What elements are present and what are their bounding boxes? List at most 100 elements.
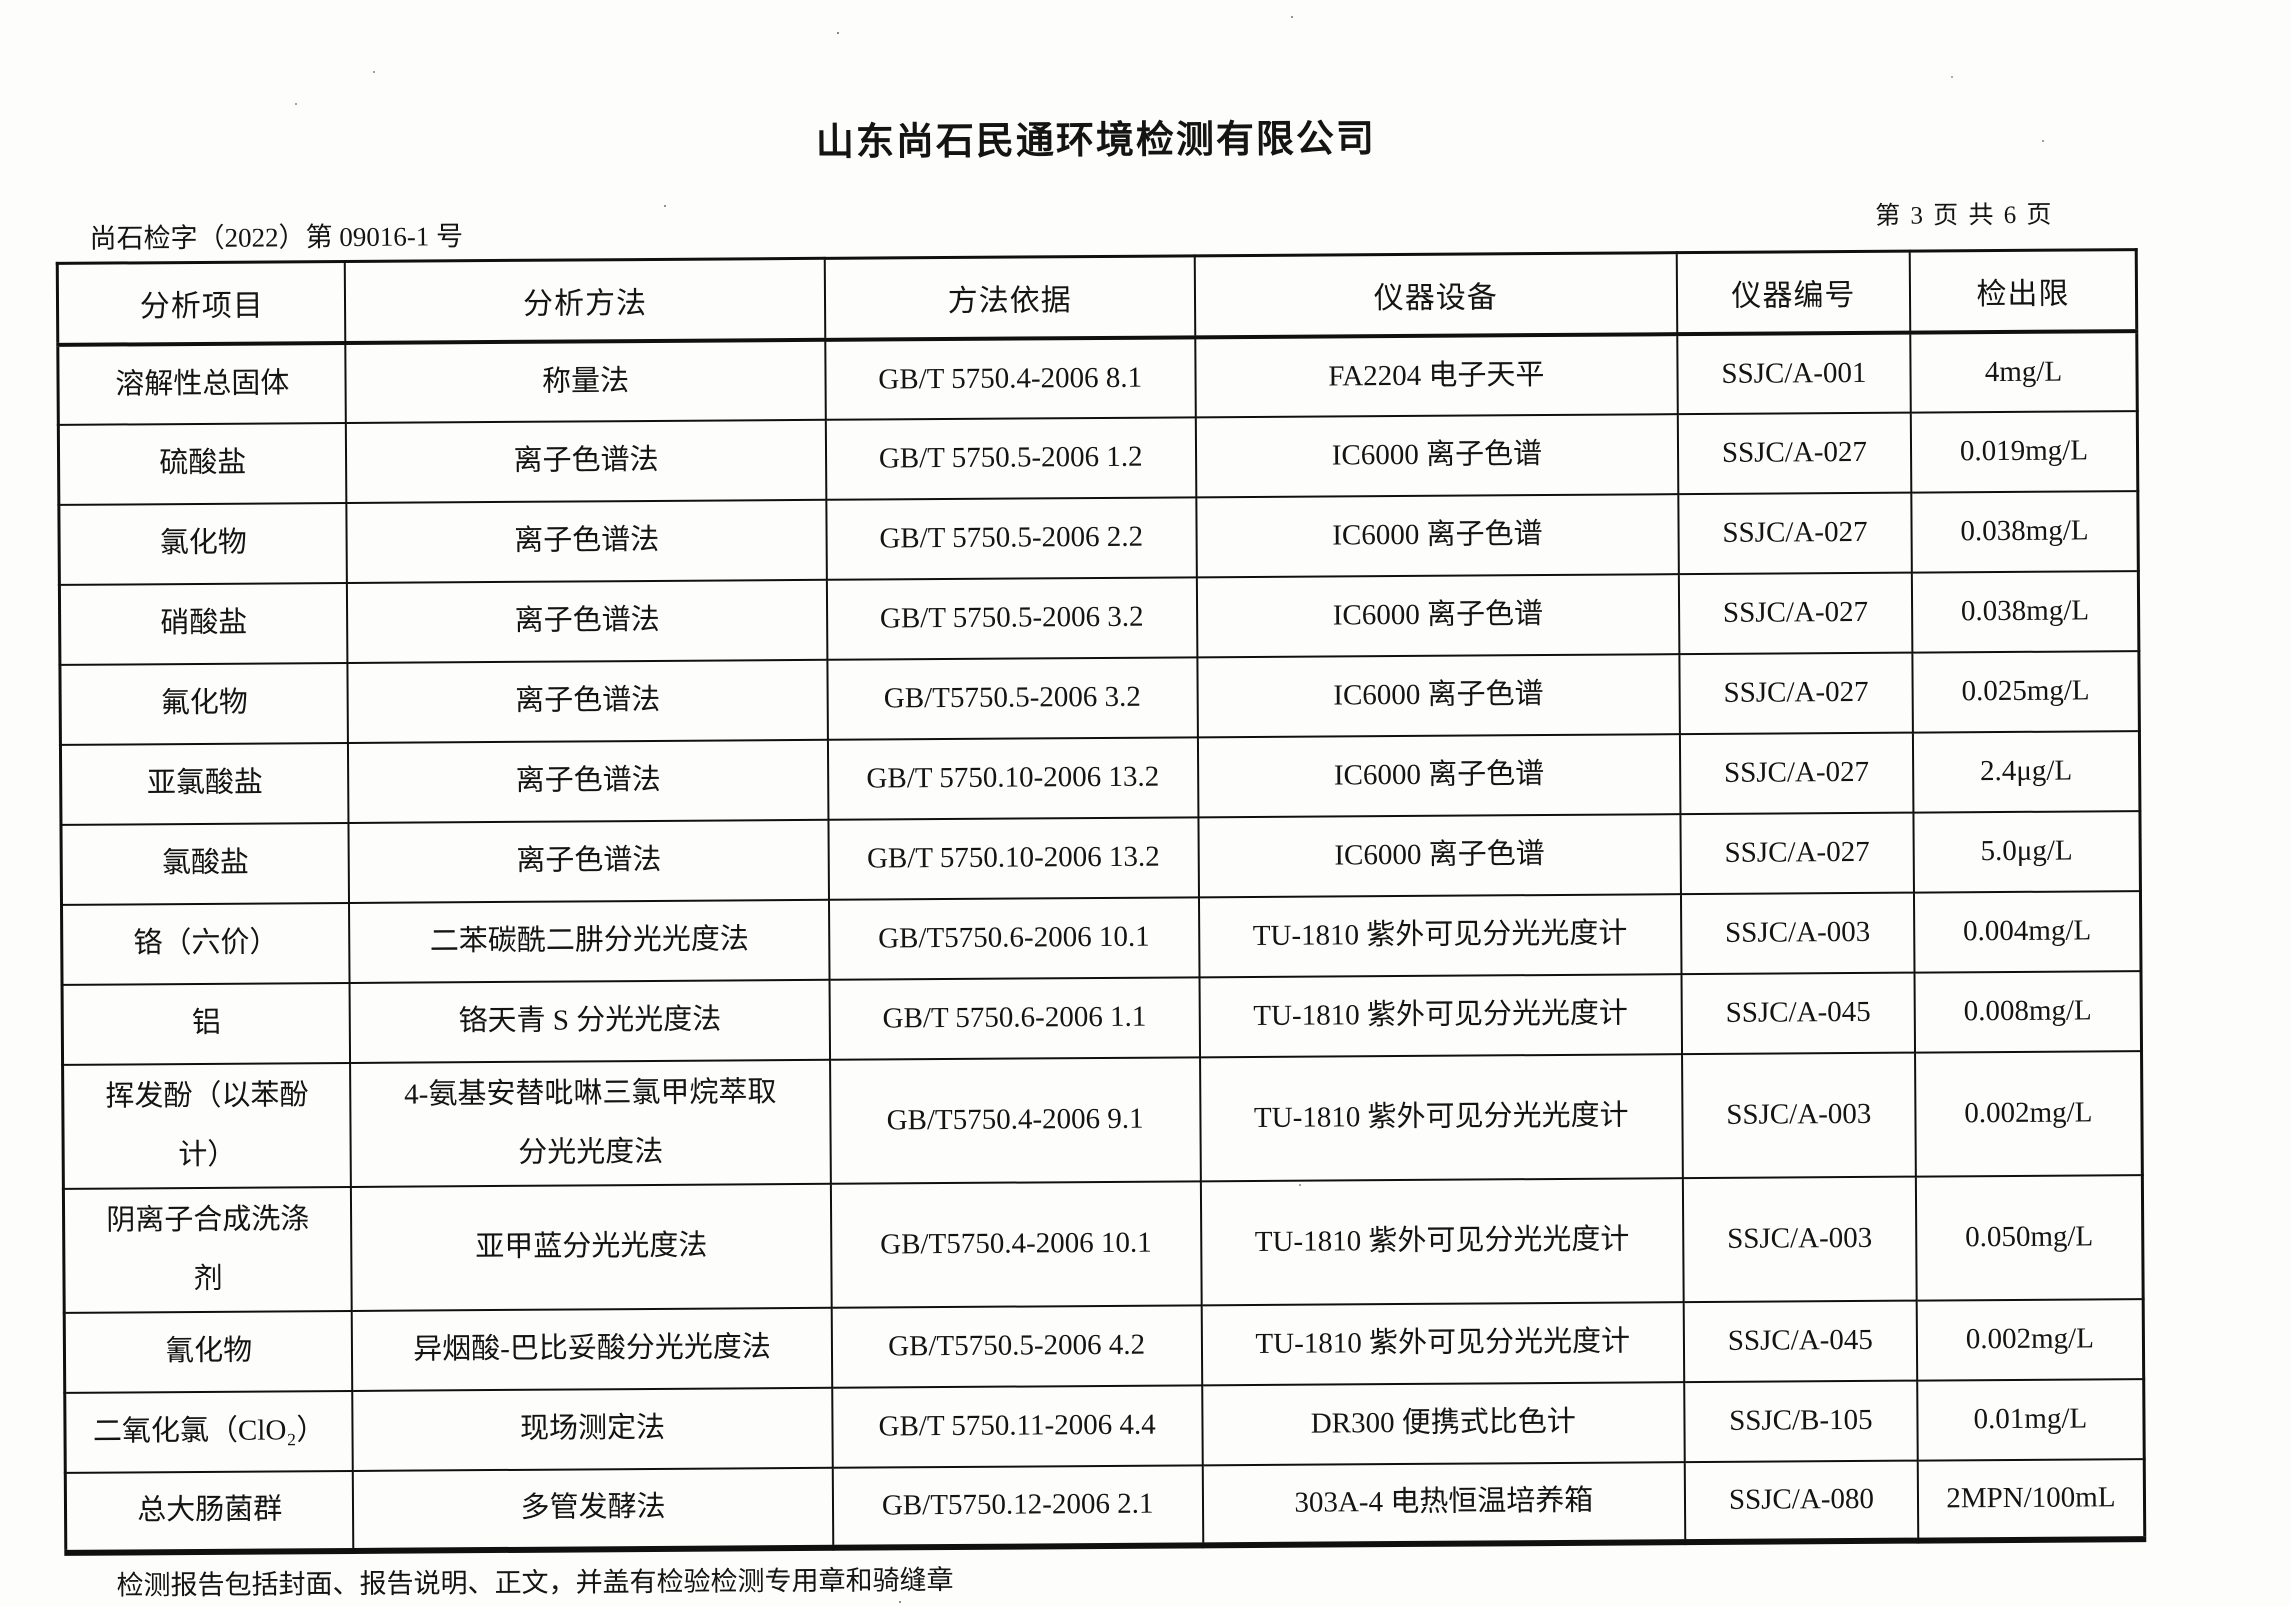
table-cell: 4-氨基安替吡啉三氯甲烷萃取 分光光度法: [350, 1059, 831, 1187]
table-row: 亚氯酸盐 离子色谱法 GB/T 5750.10-2006 13.2 IC6000 离子…: [60, 731, 2140, 825]
methods-table: 分析项目 分析方法 方法依据 仪器设备 仪器编号 检出限 溶解性总固体 称量法 GB/T 57…: [55, 247, 2147, 1556]
table-cell: 离子色谱法: [347, 659, 828, 743]
table-row: 硫酸盐 离子色谱法 GB/T 5750.5-2006 1.2 IC6000 离子色谱 S…: [58, 411, 2138, 505]
table-row: 氯化物 离子色谱法 GB/T 5750.5-2006 2.2 IC6000 离子色谱 S…: [58, 491, 2139, 585]
table-cell: 离子色谱法: [346, 419, 826, 503]
table-cell: SSJC/A-027: [1677, 412, 1912, 495]
table-row: 溶解性总固体 称量法 GB/T 5750.4-2006 8.1 FA2204 电子天平…: [57, 331, 2138, 425]
table-cell: 0.019mg/L: [1910, 411, 2138, 493]
table-cell: GB/T 5750.5-2006 3.2: [826, 577, 1198, 660]
table-row: 氰化物 异烟酸-巴比妥酸分光光度法 GB/T5750.5-2006 4.2 TU-18…: [64, 1299, 2144, 1393]
table-cell: IC6000 离子色谱: [1197, 654, 1680, 738]
table-cell: SSJC/A-027: [1680, 812, 1914, 895]
table-cell: 氯化物: [58, 502, 348, 585]
page-indicator: 第 3 页 共 6 页: [1875, 201, 2054, 230]
table-cell: IC6000 离子色谱: [1196, 574, 1680, 658]
table-cell: 称量法: [345, 339, 826, 423]
table-cell: 0.002mg/L: [1916, 1299, 2144, 1381]
table-cell: 铝: [62, 982, 351, 1065]
table-cell: SSJC/A-027: [1679, 652, 1913, 735]
table-cell: GB/T 5750.4-2006 8.1: [824, 337, 1196, 420]
table-cell: 亚氯酸盐: [60, 742, 349, 825]
table-cell: 硝酸盐: [59, 582, 348, 665]
table-cell: 303A-4 电热恒温培养箱: [1202, 1462, 1686, 1546]
table-cell: 0.01mg/L: [1917, 1379, 2145, 1461]
table-cell: 氟化物: [59, 662, 349, 745]
table-cell: SSJC/A-003: [1682, 1176, 1917, 1303]
table-cell: GB/T 5750.6-2006 1.1: [829, 977, 1200, 1060]
table-cell: SSJC/A-027: [1678, 492, 1912, 575]
table-cell: GB/T 5750.10-2006 13.2: [828, 817, 1199, 900]
table-cell: 4mg/L: [1910, 331, 2138, 413]
table-row: 总大肠菌群 多管发酵法 GB/T5750.12-2006 2.1 303A-4 电热恒…: [65, 1459, 2145, 1553]
table-cell: GB/T5750.4-2006 10.1: [830, 1181, 1202, 1308]
column-header: 检出限: [1909, 249, 2137, 333]
header-row: 分析项目 分析方法 方法依据 仪器设备 仪器编号 检出限: [57, 249, 2137, 345]
table-cell: 2MPN/100mL: [1917, 1459, 2145, 1541]
column-header: 仪器设备: [1194, 252, 1678, 338]
table-cell: 离子色谱法: [348, 739, 829, 823]
table-cell: SSJC/A-003: [1680, 892, 1915, 975]
table-cell: GB/T 5750.11-2006 4.4: [831, 1385, 1203, 1468]
table-cell: 总大肠菌群: [65, 1470, 354, 1553]
table-cell: SSJC/A-080: [1684, 1460, 1919, 1543]
meta-row: 尚石检字（2022）第 09016-1 号 第 3 页 共 6 页: [55, 201, 2137, 256]
table-cell: SSJC/A-003: [1682, 1052, 1916, 1179]
table-cell: GB/T 5750.5-2006 2.2: [825, 497, 1197, 580]
table-cell: 亚甲蓝分光光度法: [351, 1183, 832, 1311]
table-row: 铬（六价） 二苯碳酰二肼分光光度法 GB/T5750.6-2006 10.1 TU-1…: [61, 891, 2141, 985]
table-cell: 现场测定法: [352, 1387, 833, 1471]
table-cell: IC6000 离子色谱: [1196, 494, 1679, 578]
table-cell: GB/T5750.6-2006 10.1: [828, 897, 1200, 980]
company-title: 山东尚石民通环境检测有限公司: [815, 118, 1377, 164]
report-number: 尚石检字（2022）第 09016-1 号: [89, 220, 464, 254]
table-cell: 离子色谱法: [346, 499, 827, 583]
column-header: 仪器编号: [1676, 250, 1911, 335]
table-cell: 氰化物: [64, 1310, 353, 1393]
table-cell: TU-1810 紫外可见分光光度计: [1198, 894, 1682, 978]
table-cell: 0.050mg/L: [1915, 1175, 2144, 1301]
column-header: 方法依据: [824, 255, 1195, 340]
table-row: 二氧化氯（ClO₂） 现场测定法 GB/T 5750.11-2006 4.4 DR30…: [64, 1379, 2145, 1473]
table-cell: 0.025mg/L: [1912, 651, 2140, 733]
table-row: 铝铬天青 S 分光光度法 GB/T 5750.6-2006 1.1 TU-1810 …: [62, 971, 2142, 1065]
table-cell: SSJC/A-027: [1678, 572, 1913, 655]
document-page: 山东尚石民通环境检测有限公司 尚石检字（2022）第 09016-1 号 第 3…: [54, 0, 2147, 1603]
table-body: 溶解性总固体 称量法 GB/T 5750.4-2006 8.1 FA2204 电子天平…: [57, 331, 2145, 1553]
table-cell: 异烟酸-巴比妥酸分光光度法: [352, 1307, 832, 1391]
table-cell: 硫酸盐: [58, 422, 347, 505]
table-cell: 溶解性总固体: [57, 342, 347, 425]
table-row: 挥发酚（以苯酚 计） 4-氨基安替吡啉三氯甲烷萃取 分光光度法 GB/T5750.4…: [62, 1051, 2143, 1189]
table-cell: SSJC/A-045: [1681, 972, 1915, 1055]
table-cell: 氯酸盐: [60, 822, 350, 905]
table-cell: GB/T 5750.5-2006 1.2: [825, 417, 1197, 500]
table-cell: 0.002mg/L: [1914, 1051, 2143, 1177]
table-cell: DR300 便携式比色计: [1201, 1382, 1685, 1466]
table-cell: 离子色谱法: [347, 579, 828, 663]
table-cell: 二苯碳酰二肼分光光度法: [349, 899, 830, 983]
table-cell: GB/T5750.5-2006 3.2: [827, 657, 1198, 740]
table-cell: 0.038mg/L: [1911, 571, 2139, 653]
table-cell: TU-1810 紫外可见分光光度计: [1201, 1302, 1685, 1386]
table-row: 硝酸盐 离子色谱法 GB/T 5750.5-2006 3.2 IC6000 离子色谱 S…: [59, 571, 2139, 665]
column-header: 分析方法: [345, 257, 825, 343]
table-row: 阴离子合成洗涤 剂亚甲蓝分光光度法 GB/T5750.4-2006 10.1 TU-…: [63, 1175, 2144, 1313]
table-cell: IC6000 离子色谱: [1198, 814, 1681, 898]
table-cell: 挥发酚（以苯酚 计）: [62, 1062, 352, 1189]
table-row: 氟化物 离子色谱法 GB/T5750.5-2006 3.2 IC6000 离子色谱 SS…: [59, 651, 2140, 745]
table-cell: IC6000 离子色谱: [1197, 734, 1681, 818]
table-cell: 0.038mg/L: [1911, 491, 2139, 573]
table-cell: SSJC/A-001: [1677, 332, 1911, 415]
table-cell: GB/T5750.12-2006 2.1: [832, 1465, 1203, 1548]
table-cell: FA2204 电子天平: [1194, 334, 1678, 418]
table-cell: TU-1810 紫外可见分光光度计: [1199, 1054, 1683, 1182]
table-cell: 多管发酵法: [353, 1467, 833, 1551]
table-cell: 铬（六价）: [61, 902, 350, 985]
footer-note: 检测报告包括封面、报告说明、正文，并盖有检验检测专用章和骑缝章: [116, 1564, 954, 1601]
table-cell: TU-1810 紫外可见分光光度计: [1200, 1178, 1684, 1306]
table-cell: GB/T5750.5-2006 4.2: [831, 1305, 1202, 1388]
table-cell: GB/T 5750.10-2006 13.2: [827, 737, 1199, 820]
table-cell: SSJC/B-105: [1684, 1380, 1918, 1463]
column-header: 分析项目: [57, 260, 346, 345]
table-cell: 0.004mg/L: [1913, 891, 2141, 973]
